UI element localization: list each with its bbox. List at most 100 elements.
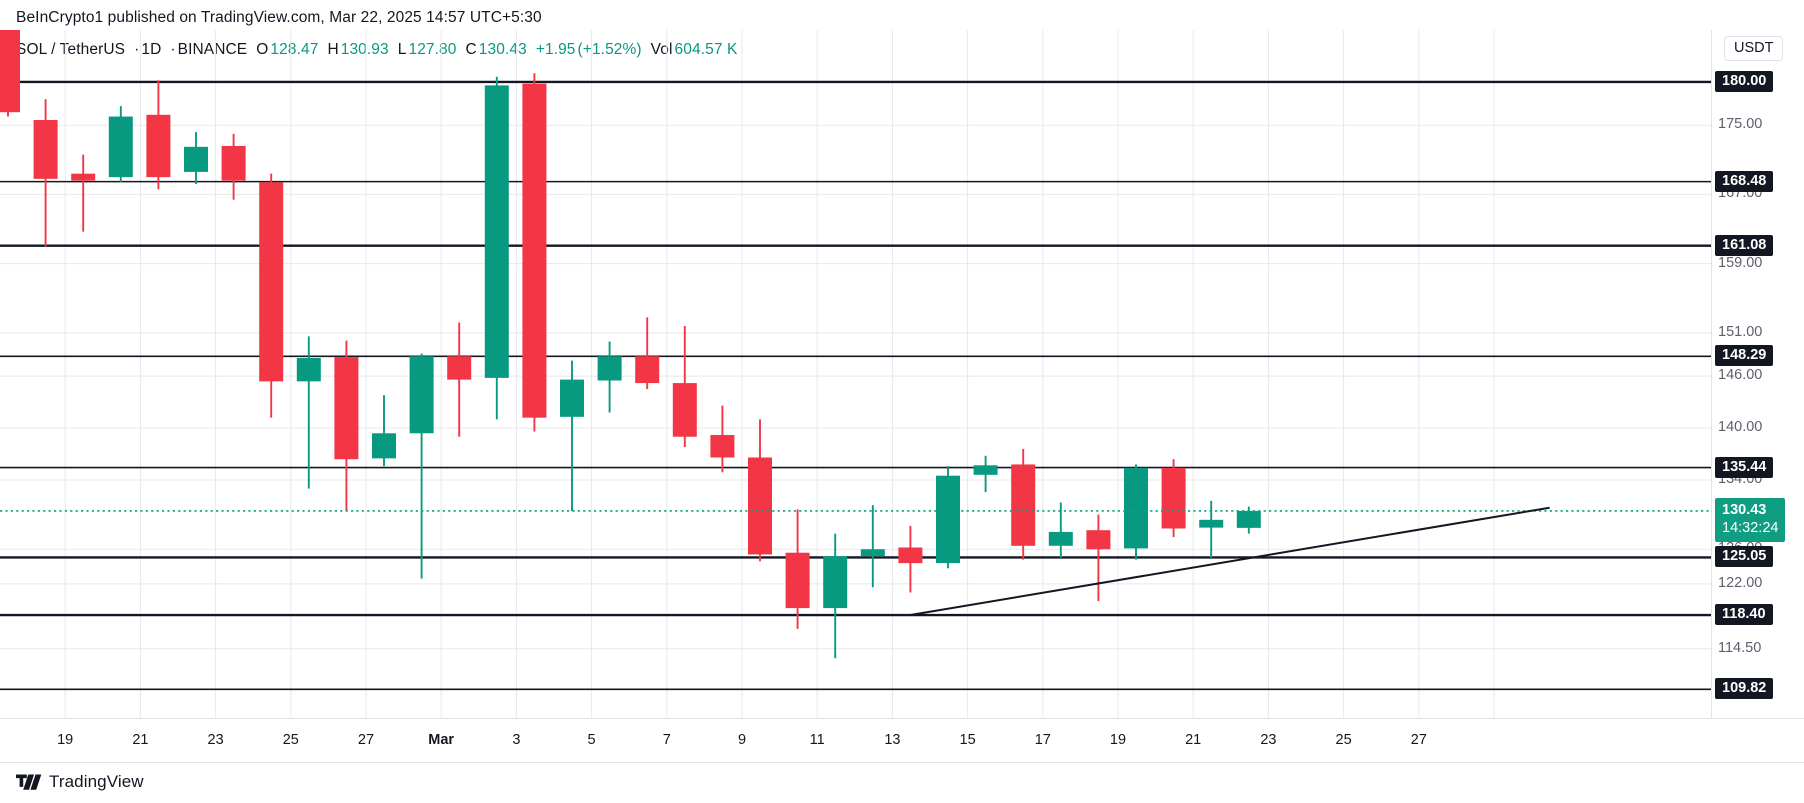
legend-separator-1: ·	[134, 41, 140, 58]
price-tick: 159.00	[1718, 254, 1763, 271]
time-tick: 3	[512, 732, 521, 748]
candles	[0, 30, 1261, 659]
legend-open-value: 128.47	[270, 41, 319, 58]
candle-body	[1086, 530, 1111, 550]
footer: TradingView	[0, 763, 1804, 803]
candle-body	[221, 145, 246, 181]
tradingview-logo[interactable]: TradingView	[16, 772, 144, 792]
time-tick: 25	[1335, 732, 1352, 748]
candle-body	[409, 356, 434, 434]
time-tick: 9	[737, 732, 747, 748]
price-level-badge[interactable]: 148.29	[1715, 345, 1774, 367]
candle-body	[710, 435, 735, 458]
candle-body	[597, 356, 622, 381]
price-tick: 114.50	[1718, 639, 1762, 656]
time-tick: 5	[587, 732, 596, 748]
candle-body	[372, 433, 396, 459]
price-tick: 140.00	[1718, 419, 1763, 436]
price-scale[interactable]: USDT 175.00 167.00 159.00 151.00 146.00 140.0…	[1711, 30, 1804, 718]
candle-body	[484, 85, 509, 378]
time-tick: 21	[132, 732, 149, 748]
legend-interval[interactable]: 1D	[141, 41, 162, 58]
time-tick: 19	[1109, 732, 1127, 748]
chart-plot-area[interactable]	[0, 30, 1711, 718]
candle-body	[823, 556, 848, 609]
price-level-badge[interactable]: 109.82	[1715, 678, 1774, 700]
candle-body	[560, 379, 584, 417]
legend-volume-value: 604.57 K	[674, 41, 738, 58]
time-tick: 23	[207, 732, 224, 748]
candlestick-svg	[0, 30, 1711, 718]
time-tick: 17	[1034, 732, 1051, 748]
price-level-badge[interactable]: 135.44	[1715, 456, 1774, 478]
time-tick: 27	[1410, 732, 1427, 748]
legend-high-value: 130.93	[340, 41, 389, 58]
attribution-line: BeInCrypto1 published on TradingView.com…	[16, 9, 542, 26]
legend-symbol[interactable]: SOL / TetherUS	[16, 41, 126, 58]
price-tick: 122.00	[1718, 574, 1763, 591]
last-price-value: 130.43	[1722, 501, 1767, 518]
horizontal-level-lines	[0, 80, 1711, 691]
price-level-badge[interactable]: 180.00	[1715, 70, 1774, 92]
tradingview-wordmark: TradingView	[49, 772, 144, 791]
candle-body	[748, 457, 772, 555]
candle-body	[672, 383, 697, 437]
tradingview-mark-icon	[16, 774, 42, 790]
legend-separator-2: ·	[170, 41, 176, 58]
candle-body	[259, 182, 284, 382]
time-tick: 21	[1185, 732, 1202, 748]
candle-body	[1011, 464, 1036, 546]
candle-body	[785, 552, 810, 609]
candle-body	[860, 549, 885, 557]
price-level-badge[interactable]: 161.08	[1715, 234, 1774, 256]
candle-body	[973, 465, 998, 475]
candle-body	[936, 475, 960, 564]
candle-body	[1048, 531, 1073, 546]
chart-legend: SOL / TetherUS · 1D · BINANCE O 128.47 H 130.93 L…	[16, 41, 739, 59]
time-tick: 23	[1260, 732, 1277, 748]
candle-body	[1199, 519, 1224, 528]
candle-body	[146, 114, 171, 178]
candle-body	[71, 173, 96, 181]
candle-body	[0, 30, 20, 113]
legend-change-value: +1.95	[535, 41, 576, 58]
candle-body	[33, 120, 58, 179]
candle-body	[296, 357, 321, 382]
candle-body	[334, 357, 359, 460]
candle-body	[635, 356, 660, 384]
candle-body	[184, 146, 208, 172]
price-tick: 151.00	[1718, 323, 1763, 340]
price-level-badge[interactable]: 118.40	[1715, 604, 1773, 626]
legend-close-value: 130.43	[478, 41, 527, 58]
candle-body	[522, 83, 547, 418]
candle-body	[1161, 467, 1186, 529]
legend-low-value: 127.80	[408, 41, 457, 58]
candle-body	[898, 547, 923, 564]
last-price-badge[interactable]: 130.43 14:32:24	[1715, 497, 1786, 542]
time-tick: 19	[57, 732, 74, 748]
ascending-trendline	[910, 506, 1550, 617]
time-tick: 11	[809, 732, 825, 748]
candle-body	[447, 356, 472, 380]
price-level-badge[interactable]: 125.05	[1715, 546, 1774, 568]
legend-open-label: O	[256, 41, 269, 58]
time-scale[interactable]: 171921232527Mar3579111315171921232527	[0, 718, 1804, 763]
legend-high-label: H	[327, 41, 339, 58]
price-level-badge[interactable]: 168.48	[1715, 170, 1774, 192]
legend-close-label: C	[465, 41, 477, 58]
grid-lines	[0, 30, 1711, 718]
time-tick: Mar	[428, 732, 455, 748]
time-tick: 15	[959, 732, 976, 748]
candle-body	[1236, 510, 1261, 528]
candle-body	[108, 116, 133, 178]
legend-low-label: L	[397, 41, 407, 58]
bar-countdown: 14:32:24	[1722, 520, 1779, 537]
legend-exchange: BINANCE	[177, 41, 248, 58]
time-tick: 25	[282, 732, 299, 748]
candle-body	[1124, 467, 1148, 549]
legend-change-percent: (+1.52%)	[577, 41, 642, 58]
time-tick: 7	[662, 732, 671, 748]
price-tick: 146.00	[1718, 367, 1763, 384]
currency-badge: USDT	[1724, 36, 1784, 61]
